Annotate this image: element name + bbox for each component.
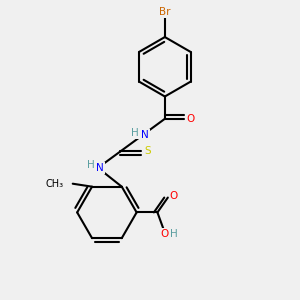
Text: N: N xyxy=(97,163,104,173)
Text: S: S xyxy=(144,146,151,157)
Text: O: O xyxy=(161,229,169,239)
Text: H: H xyxy=(87,160,94,170)
Text: N: N xyxy=(141,130,149,140)
Text: H: H xyxy=(131,128,139,138)
Text: O: O xyxy=(187,114,195,124)
Text: CH₃: CH₃ xyxy=(46,179,64,189)
Text: Br: Br xyxy=(159,8,171,17)
Text: O: O xyxy=(170,191,178,201)
Text: H: H xyxy=(170,229,178,239)
